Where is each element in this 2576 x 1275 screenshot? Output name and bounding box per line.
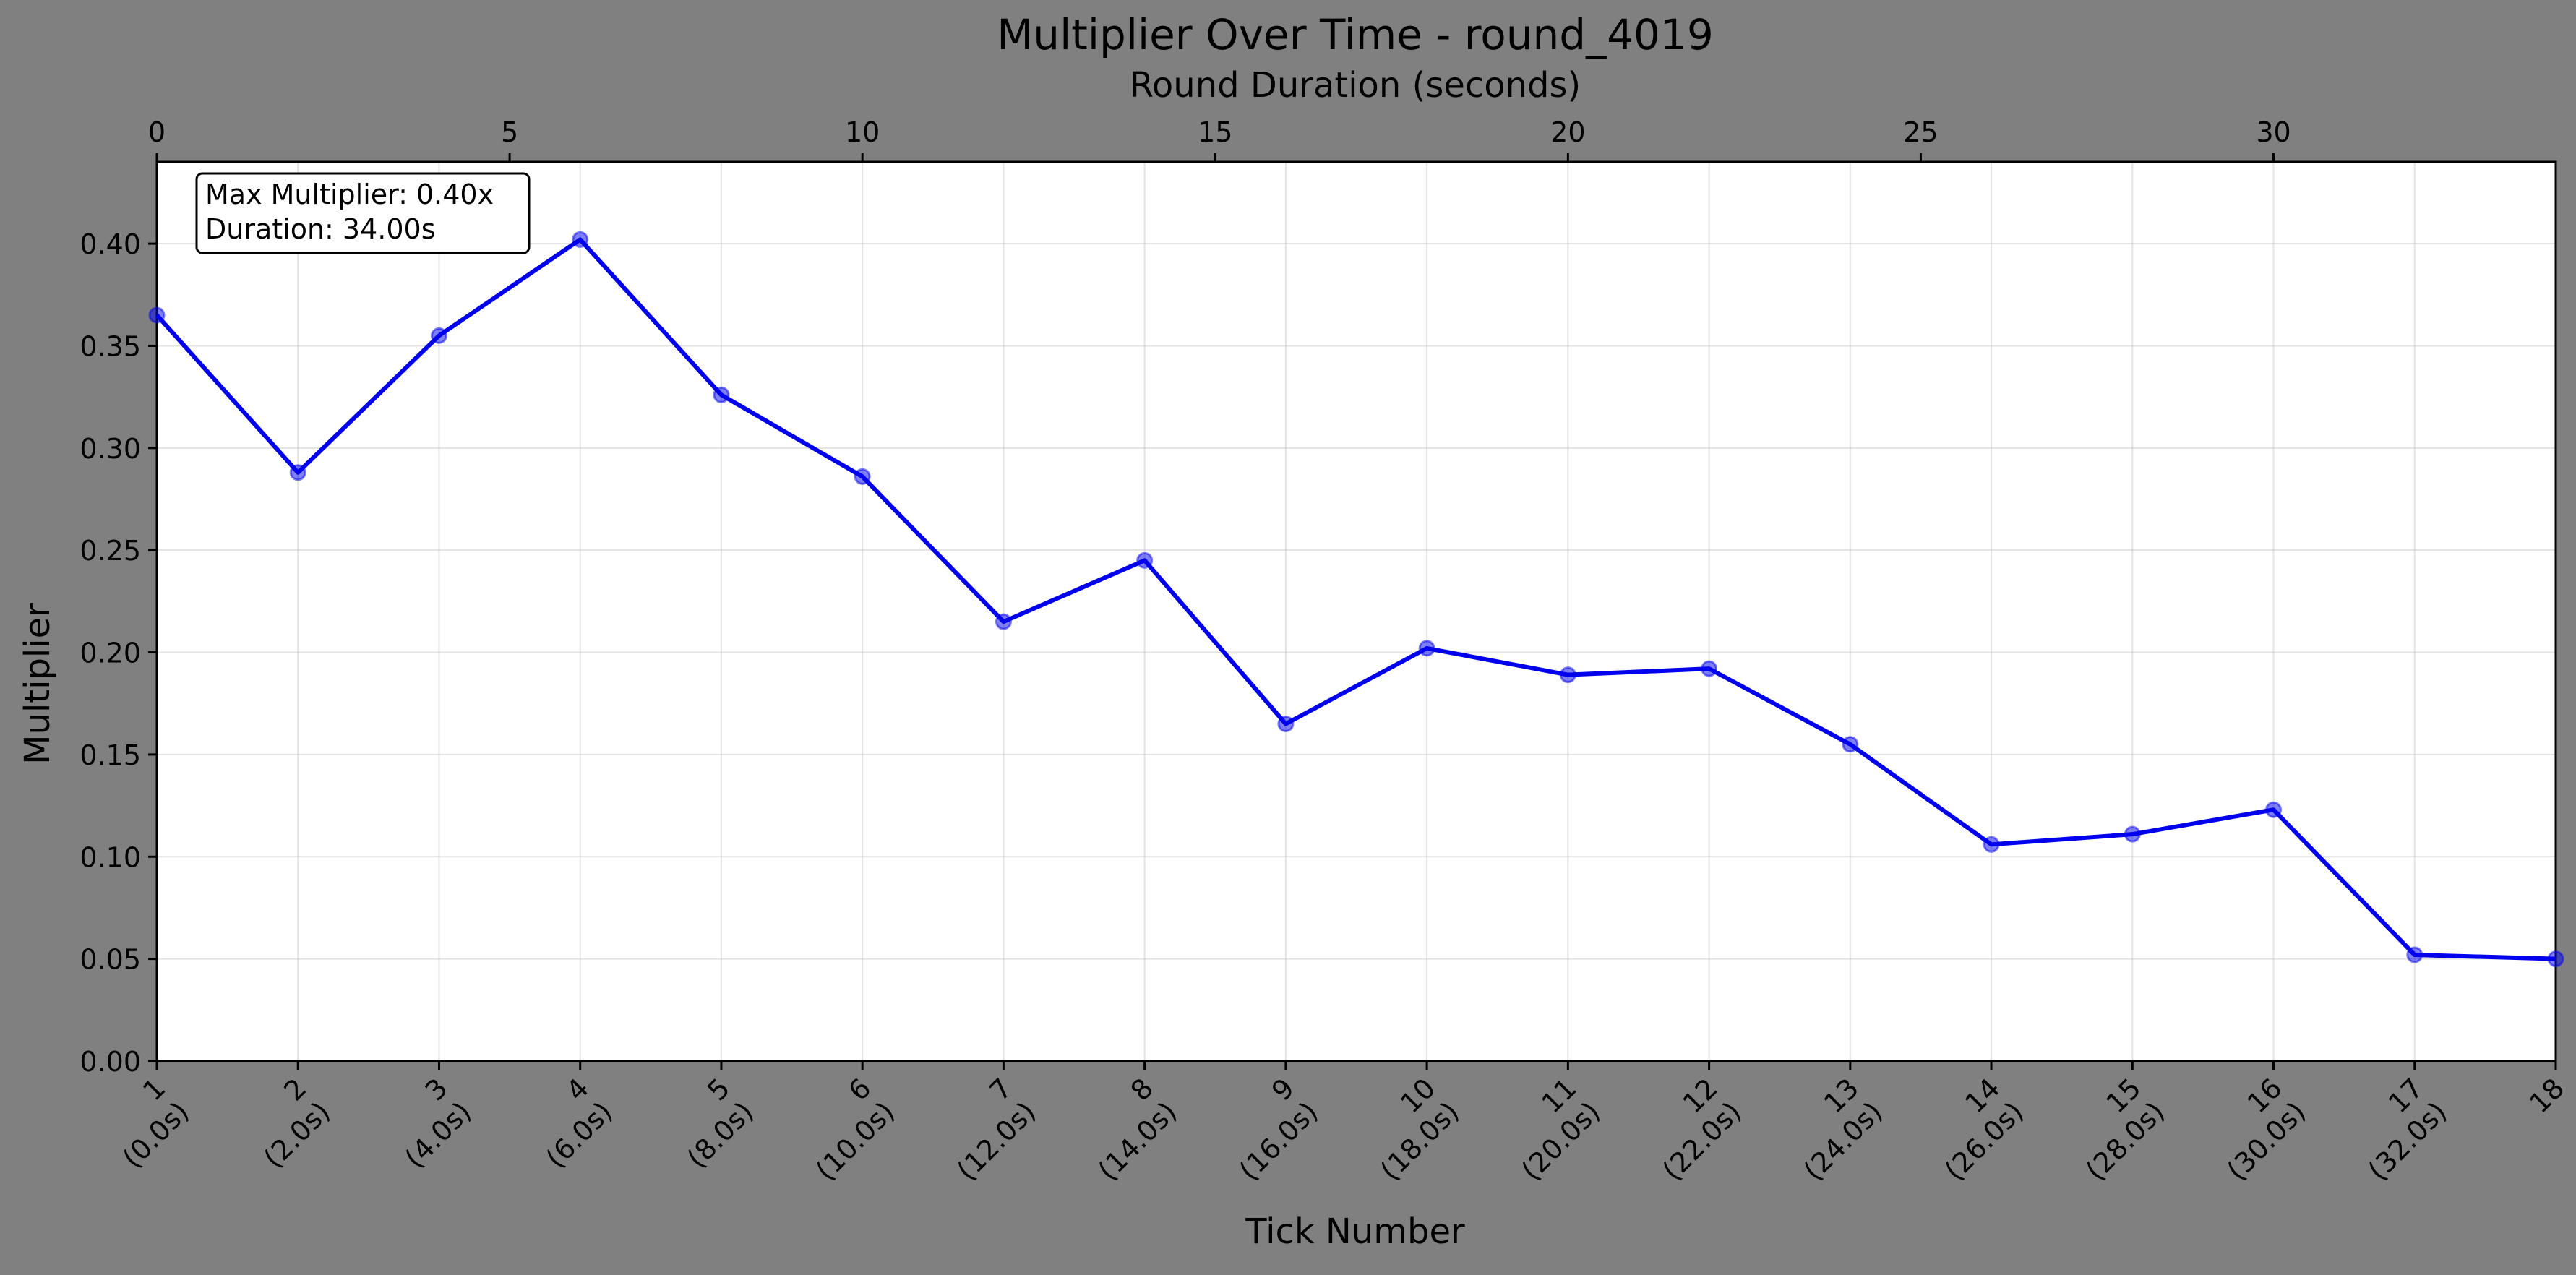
x-tick-label: 9(16.0s) bbox=[1209, 1072, 1323, 1186]
x-tick-label: 5(8.0s) bbox=[657, 1072, 759, 1174]
annotation-text: Max Multiplier: 0.40x bbox=[205, 179, 494, 210]
y-tick-label: 0.10 bbox=[80, 841, 141, 873]
annotation-box bbox=[195, 172, 531, 254]
x-tick-label: 1(0.0s) bbox=[93, 1072, 195, 1174]
x-tick-label: 11(20.0s) bbox=[1492, 1072, 1606, 1186]
data-point bbox=[713, 386, 730, 403]
data-point bbox=[2547, 950, 2564, 968]
x-tick-label: 15(28.0s) bbox=[2056, 1072, 2171, 1186]
data-point bbox=[2406, 946, 2423, 963]
top-axis-tick-label: 5 bbox=[501, 116, 518, 148]
y-axis-label: Multiplier bbox=[17, 603, 58, 765]
x-axis-label: Tick Number bbox=[1245, 1211, 1465, 1252]
top-axis-tick-label: 25 bbox=[1903, 116, 1938, 148]
x-tick-label: 18 bbox=[2523, 1072, 2570, 1119]
x-tick-label: 6(10.0s) bbox=[786, 1072, 901, 1186]
chart-title: Multiplier Over Time - round_4019 bbox=[997, 10, 1713, 59]
x-tick-label: 3(4.0s) bbox=[375, 1072, 477, 1174]
plot-area bbox=[157, 162, 2556, 1061]
data-point bbox=[1701, 660, 1718, 677]
data-point bbox=[854, 468, 871, 485]
y-tick-label: 0.15 bbox=[80, 739, 141, 771]
top-axis-tick-label: 20 bbox=[1550, 116, 1585, 148]
x-tick-label: 2(2.0s) bbox=[234, 1072, 336, 1174]
top-axis-tick-label: 10 bbox=[845, 116, 880, 148]
y-tick-label: 0.20 bbox=[80, 638, 141, 669]
data-point bbox=[2265, 801, 2283, 818]
data-point bbox=[1559, 666, 1576, 684]
plot-frame bbox=[155, 160, 2557, 1062]
data-point bbox=[1842, 736, 1859, 753]
data-point bbox=[148, 306, 166, 324]
x-tick-label: 10(18.0s) bbox=[1351, 1072, 1465, 1186]
data-point bbox=[1277, 716, 1295, 732]
y-tick-label: 0.40 bbox=[80, 228, 141, 260]
top-axis-tick-label: 0 bbox=[148, 116, 166, 148]
x-tick-label: 12(22.0s) bbox=[1633, 1072, 1747, 1186]
data-point bbox=[289, 464, 306, 481]
data-point bbox=[1983, 836, 2000, 853]
y-tick-label: 0.00 bbox=[80, 1046, 141, 1078]
x-tick-label: 17(32.0s) bbox=[2338, 1072, 2452, 1186]
x-tick-label: 14(26.0s) bbox=[1915, 1072, 2030, 1186]
top-axis-label: Round Duration (seconds) bbox=[1130, 65, 1581, 106]
data-point bbox=[430, 327, 447, 344]
x-tick-label: 7(12.0s) bbox=[927, 1072, 1042, 1186]
y-tick-label: 0.05 bbox=[80, 944, 141, 976]
y-tick-label: 0.30 bbox=[80, 433, 141, 465]
data-point bbox=[2124, 825, 2141, 843]
y-tick-label: 0.25 bbox=[80, 535, 141, 567]
x-tick-label: 4(6.0s) bbox=[516, 1072, 618, 1174]
data-point bbox=[995, 613, 1012, 630]
x-tick-label: 13(24.0s) bbox=[1774, 1072, 1888, 1186]
data-point bbox=[1136, 551, 1154, 569]
annotation-text: Duration: 34.00s bbox=[205, 213, 436, 245]
data-point bbox=[572, 231, 589, 248]
data-point bbox=[1418, 640, 1435, 657]
top-axis-tick-label: 15 bbox=[1198, 116, 1232, 148]
x-tick-label: 8(14.0s) bbox=[1068, 1072, 1182, 1186]
top-axis-tick-label: 30 bbox=[2256, 116, 2291, 148]
x-tick-label: 16(30.0s) bbox=[2197, 1072, 2311, 1186]
y-tick-label: 0.35 bbox=[80, 330, 141, 362]
series-line bbox=[155, 237, 2556, 961]
